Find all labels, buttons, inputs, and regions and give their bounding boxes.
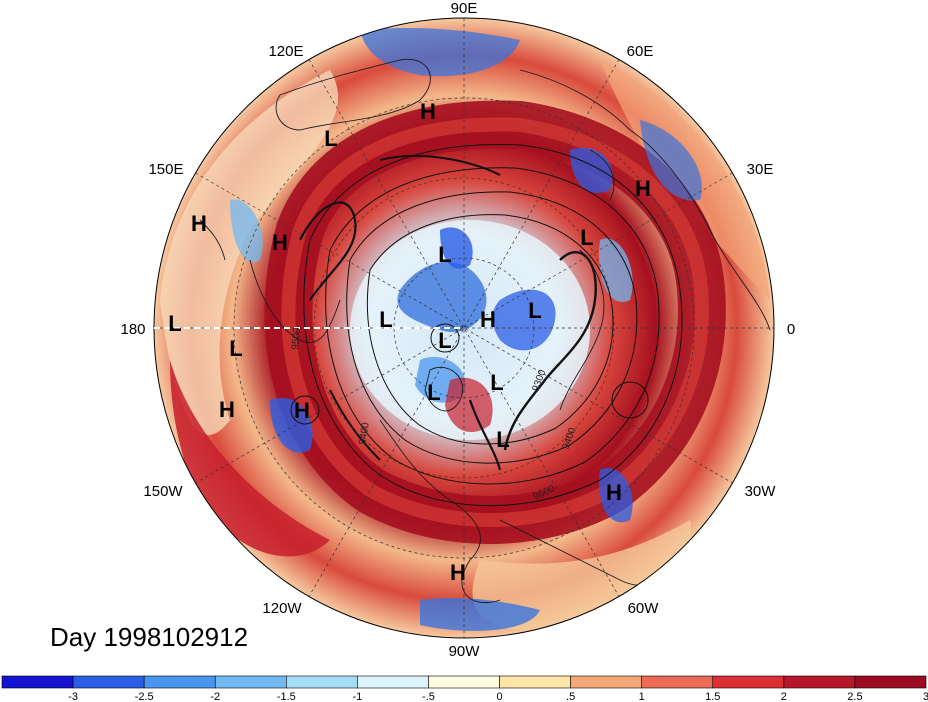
graticule	[153, 17, 775, 639]
colorbar-swatch	[286, 675, 358, 689]
colorbar-swatch	[570, 675, 642, 689]
pressure-center-marker: L	[438, 328, 451, 353]
colorbar-swatch	[357, 675, 429, 689]
pressure-center-marker: H	[219, 397, 235, 422]
figure-title: Day 1998102912	[50, 622, 248, 652]
contour-label: 9500	[290, 327, 303, 351]
contour-label: 9400	[357, 421, 372, 445]
colorbar-swatch	[143, 675, 216, 689]
colorbar-tick-label: -1	[352, 691, 362, 702]
pressure-center-marker: L	[490, 370, 503, 395]
longitude-label-90e: 90E	[451, 0, 478, 17]
coastlines	[199, 58, 771, 604]
pressure-center-marker: L	[229, 336, 242, 361]
pressure-center-marker: H	[480, 307, 496, 332]
longitude-label-150w: 150W	[143, 483, 183, 500]
colorbar-tick-label: 1	[639, 691, 645, 702]
pressure-center-marker: L	[324, 126, 337, 151]
pressure-center-marker: L	[580, 225, 593, 250]
longitude-labels: 90E 60E 30E 0 30W 60W 90W 120W 150W 180 …	[120, 0, 795, 660]
colorbar-tick-label: 0	[496, 691, 502, 702]
colorbar-swatch	[428, 675, 500, 689]
pressure-center-marker: L	[427, 380, 440, 405]
longitude-label-30w: 30W	[745, 483, 777, 500]
colorbar-swatch	[641, 675, 714, 689]
longitude-label-0: 0	[787, 321, 795, 338]
pressure-center-marker: H	[635, 176, 651, 201]
colorbar-swatch	[854, 675, 927, 689]
colorbar-tick-label: 3	[923, 691, 928, 702]
longitude-label-60e: 60E	[627, 43, 654, 60]
pressure-center-marker: H	[420, 99, 436, 124]
colorbar-tick-label: 2.5	[847, 691, 862, 702]
pressure-center-marker: H	[606, 480, 622, 505]
colorbar-tick-label: 1.5	[705, 691, 720, 702]
map-disc	[154, 18, 774, 638]
pressure-center-marker: H	[272, 230, 288, 255]
longitude-label-120e: 120E	[268, 43, 303, 60]
colorbar-swatch	[712, 675, 785, 689]
longitude-label-30e: 30E	[747, 161, 774, 178]
pressure-center-marker: L	[528, 298, 541, 323]
longitude-label-180: 180	[120, 321, 145, 338]
pressure-center-marker: L	[438, 242, 451, 267]
longitude-label-150e: 150E	[148, 161, 183, 178]
colorbar-tick-label: 2	[781, 691, 787, 702]
longitude-label-120w: 120W	[262, 600, 302, 617]
colorbar-tick-label: -3	[68, 691, 78, 702]
colorbar-tick-label: -2	[210, 691, 220, 702]
colorbar: -3 -2.5 -2 -1.5 -1 -.5 0 .5 1 1.5 2 2.5 3	[1, 675, 928, 702]
colorbar-tick-label: .5	[566, 691, 575, 702]
pressure-center-marker: L	[379, 307, 392, 332]
colorbar-swatch	[214, 675, 287, 689]
colorbar-tick-label: -.5	[422, 691, 435, 702]
pressure-center-marker: H	[191, 211, 207, 236]
pressure-center-marker: L	[168, 311, 181, 336]
pressure-centers: H L H H L H L L H H L L L H L L L L H H	[168, 99, 651, 585]
pressure-center-marker: L	[496, 427, 509, 452]
longitude-label-60w: 60W	[628, 600, 660, 617]
colorbar-swatch	[72, 675, 145, 689]
colorbar-swatch	[499, 675, 571, 689]
colorbar-swatch	[1, 675, 74, 689]
pressure-center-marker: H	[294, 398, 310, 423]
longitude-label-90w: 90W	[449, 643, 481, 660]
colorbar-tick-label: -1.5	[277, 691, 296, 702]
colorbar-swatch	[783, 675, 856, 689]
pressure-center-marker: H	[450, 560, 466, 585]
colorbar-tick-label: -2.5	[135, 691, 154, 702]
